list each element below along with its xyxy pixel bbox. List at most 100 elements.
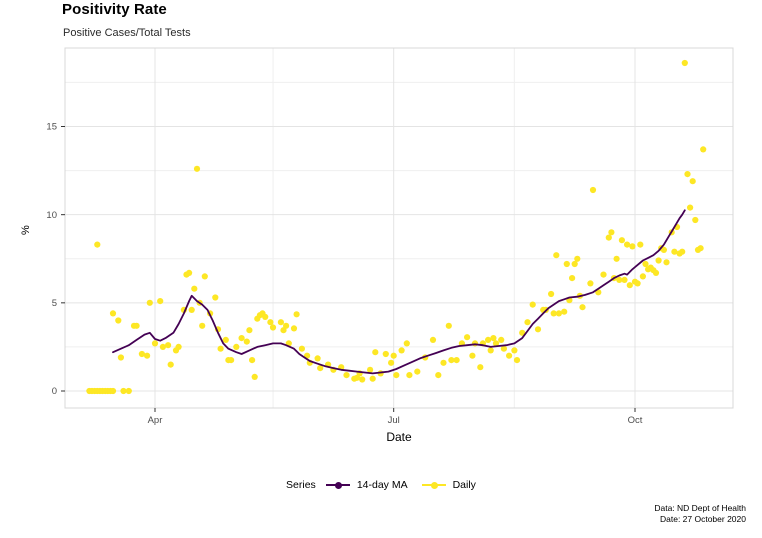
daily-point [201, 273, 208, 280]
daily-point [569, 275, 576, 282]
daily-point [115, 317, 122, 324]
y-tick-label: 5 [52, 298, 57, 309]
daily-point [157, 298, 164, 305]
daily-point [634, 280, 641, 287]
daily-point [548, 290, 555, 298]
legend-item-ma: 14-day MA [325, 478, 408, 492]
caption-date: Date: 27 October 2020 [659, 514, 746, 524]
daily-point [464, 334, 471, 341]
daily-point [262, 313, 269, 320]
daily-point [487, 347, 494, 354]
daily-point [684, 171, 691, 178]
daily-point [238, 335, 245, 342]
daily-point [217, 345, 224, 352]
x-tick-label: Oct [628, 415, 643, 426]
legend-title: Series [286, 479, 316, 491]
daily-point [133, 322, 140, 329]
daily-point [448, 357, 455, 364]
daily-point [359, 376, 366, 383]
daily-point [251, 373, 258, 380]
daily-point [663, 259, 670, 266]
page-subtitle: Positive Cases/Total Tests [63, 27, 191, 39]
daily-point [485, 336, 492, 343]
daily-point [151, 340, 159, 347]
daily-point [553, 252, 560, 259]
panel-border [64, 47, 734, 409]
daily-point [679, 248, 686, 255]
daily-point [579, 304, 586, 311]
daily-point [498, 336, 505, 343]
daily-point [629, 243, 636, 250]
daily-point [406, 372, 413, 379]
daily-point [440, 359, 447, 366]
daily-point [655, 257, 662, 264]
daily-point [277, 319, 284, 326]
ma-line-key-icon [325, 478, 350, 492]
daily-point [534, 326, 542, 333]
daily-point [616, 276, 623, 283]
daily-point [639, 273, 647, 280]
daily-point [94, 241, 101, 248]
daily-point [671, 248, 678, 255]
page-title: Positivity Rate [62, 1, 167, 18]
daily-point [243, 338, 250, 345]
daily-point [555, 310, 563, 317]
daily-point [249, 357, 256, 364]
legend-item-daily: Daily [421, 478, 476, 492]
daily-point [372, 349, 379, 356]
daily-point [492, 340, 500, 347]
y-axis-title: % [20, 225, 32, 235]
x-tick-label: Apr [148, 415, 163, 426]
daily-point [519, 329, 526, 336]
daily-point [589, 186, 597, 194]
x-tick-label: Jul [388, 415, 400, 426]
legend-label-daily: Daily [452, 479, 476, 491]
daily-point [506, 352, 513, 359]
daily-point [608, 229, 615, 236]
daily-point [618, 237, 626, 244]
daily-point [660, 246, 668, 253]
daily-point [199, 322, 206, 329]
daily-point [146, 299, 153, 306]
daily-point [642, 260, 649, 268]
daily-point [144, 352, 151, 359]
daily-point [613, 255, 620, 262]
daily-point [471, 340, 479, 347]
daily-point [233, 343, 240, 350]
daily-point [269, 324, 277, 331]
daily-point [652, 269, 660, 276]
daily-point [513, 357, 521, 364]
daily-point [222, 336, 229, 343]
daily-point [453, 357, 460, 364]
daily-point [403, 340, 410, 347]
daily-point [500, 345, 507, 352]
daily-point [175, 343, 182, 350]
daily-point [550, 310, 557, 317]
daily-point [343, 372, 350, 379]
daily-point [624, 241, 631, 248]
daily-point [561, 308, 568, 315]
daily-point [298, 345, 305, 352]
daily-point [228, 357, 235, 364]
y-tick-label: 15 [46, 122, 57, 133]
daily-point [477, 364, 484, 371]
daily-point [490, 335, 497, 342]
daily-point [692, 216, 699, 224]
daily-point [369, 375, 376, 382]
caption-data-source: Data: ND Dept of Health [654, 503, 746, 513]
daily-point [120, 387, 127, 395]
daily-point [689, 178, 696, 185]
chart-legend: Series 14-day MA Daily [0, 475, 762, 495]
daily-point [414, 368, 421, 375]
daily-point [469, 352, 476, 359]
daily-point [109, 310, 117, 317]
daily-point-key-icon [421, 478, 446, 492]
daily-point [587, 280, 594, 287]
daily-point [681, 59, 688, 67]
x-axis-title: Date [386, 430, 412, 444]
daily-point [563, 260, 570, 268]
daily-point [388, 359, 395, 366]
daily-point [193, 165, 201, 172]
daily-point [574, 255, 581, 262]
